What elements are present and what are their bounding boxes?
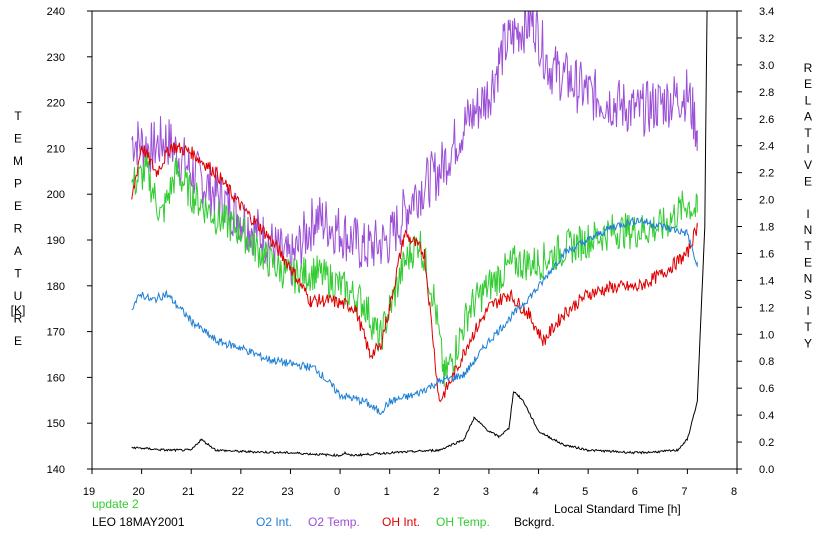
footer-layer: update 2 LEO 18MAY2001 Local Standard Ti… (92, 497, 681, 529)
y-right-label-letter: S (804, 288, 812, 302)
ticks-layer: 1401501601701801902002102202302400.00.20… (47, 6, 775, 498)
legend-item-oh-temp: OH Temp. (436, 515, 490, 529)
y-right-label-letter: T (804, 126, 812, 140)
y-left-label-letter: R (14, 222, 23, 236)
y-right-label-letter: A (804, 110, 812, 124)
y-right-tick-label: 2.4 (759, 141, 774, 153)
y-left-label-letter: T (14, 109, 22, 123)
y-right-tick-label: 1.2 (759, 302, 774, 314)
y-left-tick-label: 170 (47, 327, 65, 339)
y-left-tick-label: 240 (47, 6, 65, 18)
y-left-tick-label: 210 (47, 143, 65, 155)
y-right-tick-label: 0.4 (759, 410, 774, 422)
x-tick-label: 21 (182, 486, 194, 498)
y-left-tick-label: 200 (47, 189, 65, 201)
y-left-label-letter: E (14, 334, 22, 348)
y-right-tick-label: 0.6 (759, 383, 774, 395)
x-tick-label: 0 (334, 486, 340, 498)
y-right-tick-label: 0.2 (759, 437, 774, 449)
y-right-tick-label: 1.0 (759, 329, 774, 341)
y-left-label-letter: P (14, 177, 22, 191)
x-tick-label: 4 (532, 486, 538, 498)
x-tick-label: 19 (83, 486, 95, 498)
y-right-label-letter: L (805, 93, 812, 107)
y-right-tick-label: 1.6 (759, 248, 774, 260)
x-tick-label: 5 (582, 486, 588, 498)
x-axis-label: Local Standard Time [h] (554, 502, 681, 516)
y-left-tick-label: 230 (47, 52, 65, 64)
y-right-tick-label: 3.2 (759, 33, 774, 45)
series-line-oh-int (131, 142, 698, 403)
series-line-o2-temp (131, 11, 698, 285)
series-layer (131, 11, 708, 458)
y-right-tick-label: 1.4 (759, 275, 774, 287)
legend-item-bckgrd: Bckgrd. (514, 515, 555, 529)
y-right-label-letter: I (806, 207, 809, 221)
x-tick-label: 1 (384, 486, 390, 498)
y-left-label-letter: E (14, 132, 22, 146)
y-right-tick-label: 2.6 (759, 114, 774, 126)
station-text: LEO 18MAY2001 (92, 515, 185, 529)
x-tick-label: 7 (681, 486, 687, 498)
y-left-label-letter: T (14, 267, 22, 281)
y-right-label-letter: E (804, 77, 812, 91)
y-right-label-letter: R (804, 61, 813, 75)
y-right-label-letter: T (804, 320, 812, 334)
x-tick-label: 23 (281, 486, 293, 498)
series-line-bckgrd (131, 11, 708, 458)
update-text: update 2 (92, 497, 139, 511)
x-tick-label: 22 (232, 486, 244, 498)
y-right-tick-label: 3.4 (759, 6, 774, 18)
legend-item-oh-int: OH Int. (382, 515, 420, 529)
y-left-tick-label: 190 (47, 235, 65, 247)
y-right-tick-label: 0.8 (759, 356, 774, 368)
y-right-label-letter: Y (804, 336, 812, 350)
y-left-label-letter: E (14, 199, 22, 213)
y-right-tick-label: 2.0 (759, 195, 774, 207)
y-left-tick-label: 220 (47, 98, 65, 110)
y-left-label-letter: A (14, 244, 22, 258)
legend-item-o2-int: O2 Int. (256, 515, 292, 529)
y-left-label-letter: R (14, 312, 23, 326)
y-right-label-letter: N (804, 223, 813, 237)
x-tick-label: 8 (731, 486, 737, 498)
y-right-label-letter: N (804, 272, 813, 286)
y-right-label-letter: I (806, 142, 809, 156)
y-right-tick-label: 0.0 (759, 464, 774, 476)
y-left-tick-label: 140 (47, 464, 65, 476)
y-left-tick-label: 150 (47, 418, 65, 430)
legend-item-o2-temp: O2 Temp. (308, 515, 360, 529)
y-left-label-letter: M (13, 154, 23, 168)
y-right-label-letter: I (806, 304, 809, 318)
y-right-label-letter: T (804, 239, 812, 253)
x-tick-label: 6 (632, 486, 638, 498)
y-left-tick-label: 160 (47, 372, 65, 384)
y-right-tick-label: 2.2 (759, 168, 774, 180)
y-right-tick-label: 1.8 (759, 222, 774, 234)
x-tick-label: 2 (433, 486, 439, 498)
y-right-label-letter: E (804, 174, 812, 188)
y-right-tick-label: 2.8 (759, 87, 774, 99)
series-line-o2-int (131, 216, 698, 415)
y-left-label-letter: U (14, 289, 23, 303)
y-right-label-letter: V (804, 158, 812, 172)
y-right-tick-label: 3.0 (759, 60, 774, 72)
y-left-axis-unit: [K] (11, 303, 26, 317)
x-tick-label: 20 (132, 486, 144, 498)
x-tick-label: 3 (483, 486, 489, 498)
y-right-label-letter: E (804, 255, 812, 269)
y-left-tick-label: 180 (47, 281, 65, 293)
